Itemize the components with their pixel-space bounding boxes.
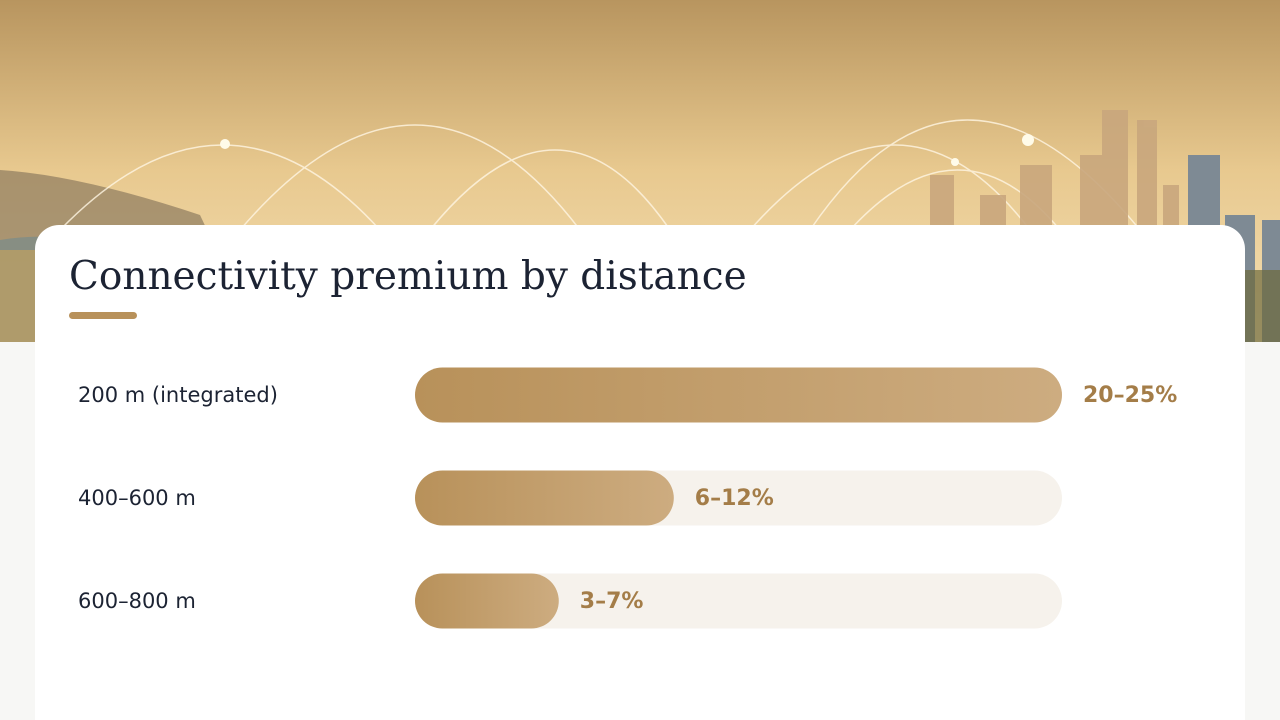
category-label: 400–600 m (78, 486, 196, 510)
value-label: 6–12% (695, 486, 774, 511)
bar (415, 573, 559, 629)
bar (415, 367, 1062, 423)
plot: 200 m (integrated) 20–25% 400–600 m 6–12% 60… (78, 367, 1177, 629)
bar-track (415, 573, 1062, 629)
category-label: 600–800 m (78, 589, 196, 613)
value-label: 3–7% (580, 589, 644, 614)
chart-title: Connectivity premium by distance (69, 254, 747, 299)
bar (415, 470, 674, 526)
value-label: 20–25% (1083, 383, 1177, 408)
category-label: 200 m (integrated) (78, 383, 278, 407)
title-underline (69, 312, 137, 319)
